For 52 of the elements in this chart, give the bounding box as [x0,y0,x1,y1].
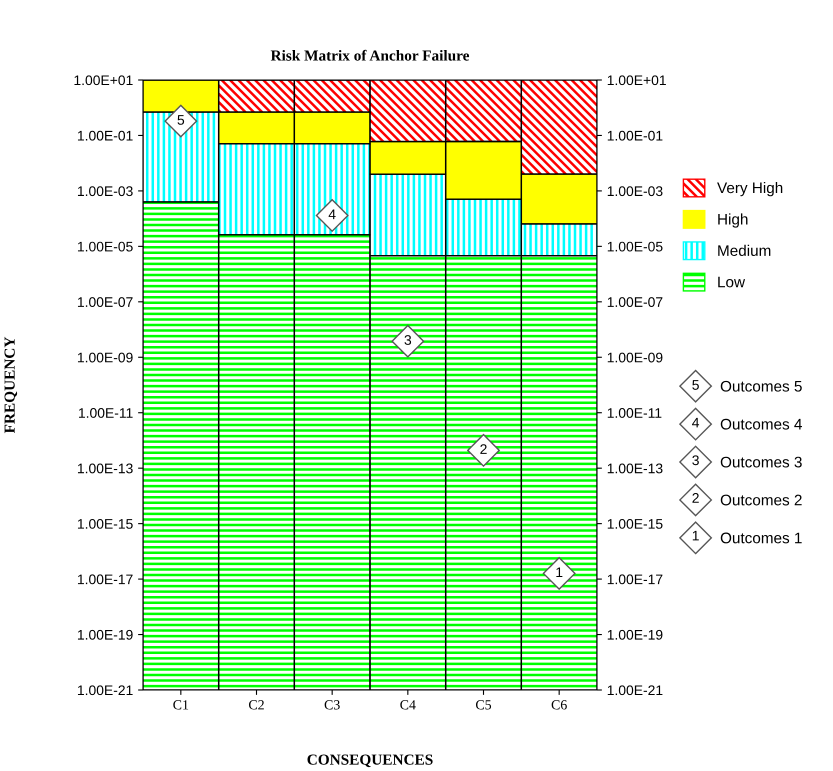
legend-label: Low [718,276,746,288]
legend-label: Outcomes 5 [720,380,802,392]
text: 1.00E-11 [608,408,662,418]
y-tick-label: 1.00E-17 [78,574,133,584]
y-tick-label: 1.00E-03 [78,186,133,196]
text: 1.00E-09 [608,352,662,362]
text: 2 [692,493,699,503]
text: 1 [692,530,699,540]
y-tick-label: 1.00E-01 [78,130,133,141]
text: 1.00E-21 [608,685,662,696]
x-tick-label: C4 [400,700,416,710]
text: 1.00E-07 [608,297,662,307]
chart-title: Risk Matrix of Anchor Failure [270,50,470,61]
text: 1.00E-01 [608,130,662,141]
y-tick-label: 1.00E-21 [78,685,133,696]
legend-label: Very High [717,182,782,196]
annotation: 3 [404,335,412,345]
annotation: 4 [328,210,336,220]
x-tick-label: C5 [476,700,492,710]
text: 1.00E+01 [608,75,666,86]
y-tick-label: 1.00E-19 [78,630,133,640]
legend-label: Outcomes 2 [720,494,802,506]
annotation: 2 [480,444,487,454]
text: 3 [692,455,699,466]
text: 1.00E-13 [608,464,662,474]
text: 4 [692,418,700,428]
legend-label: Medium [718,244,770,256]
legend-label: Outcomes 3 [720,456,802,468]
y-axis-title: FREQUENCY [4,336,18,434]
x-tick-label: C1 [173,700,188,710]
text: 1.00E-05 [608,242,663,252]
x-tick-label: C2 [248,700,264,710]
x-tick-label: C6 [552,700,567,710]
x-tick-label: C3 [324,700,340,710]
legend-label: Outcomes 1 [720,532,802,544]
y-tick-label: 1.00E-15 [78,518,133,529]
text: 1.00E-19 [608,630,662,640]
legend-label: Outcomes 4 [720,418,802,430]
text: 1.00E-15 [608,518,663,529]
y-tick-label: 1.00E-11 [78,408,133,418]
text: 1.00E-17 [608,574,662,584]
legend-label: High [718,213,748,228]
y-tick-label: 1.00E-07 [78,297,133,307]
y-tick-label: 1.00E-05 [78,242,133,252]
annotation: 1 [556,567,562,578]
text: 1.00E-03 [608,186,662,196]
y-tick-label: 1.00E-09 [78,352,133,362]
y-tick-label: 1.00E+01 [74,75,133,86]
text: 5 [692,380,699,390]
y-tick-label: 1.00E-13 [78,464,133,474]
x-axis-title: CONSEQUENCES [308,754,433,768]
annotation: 5 [178,115,184,125]
